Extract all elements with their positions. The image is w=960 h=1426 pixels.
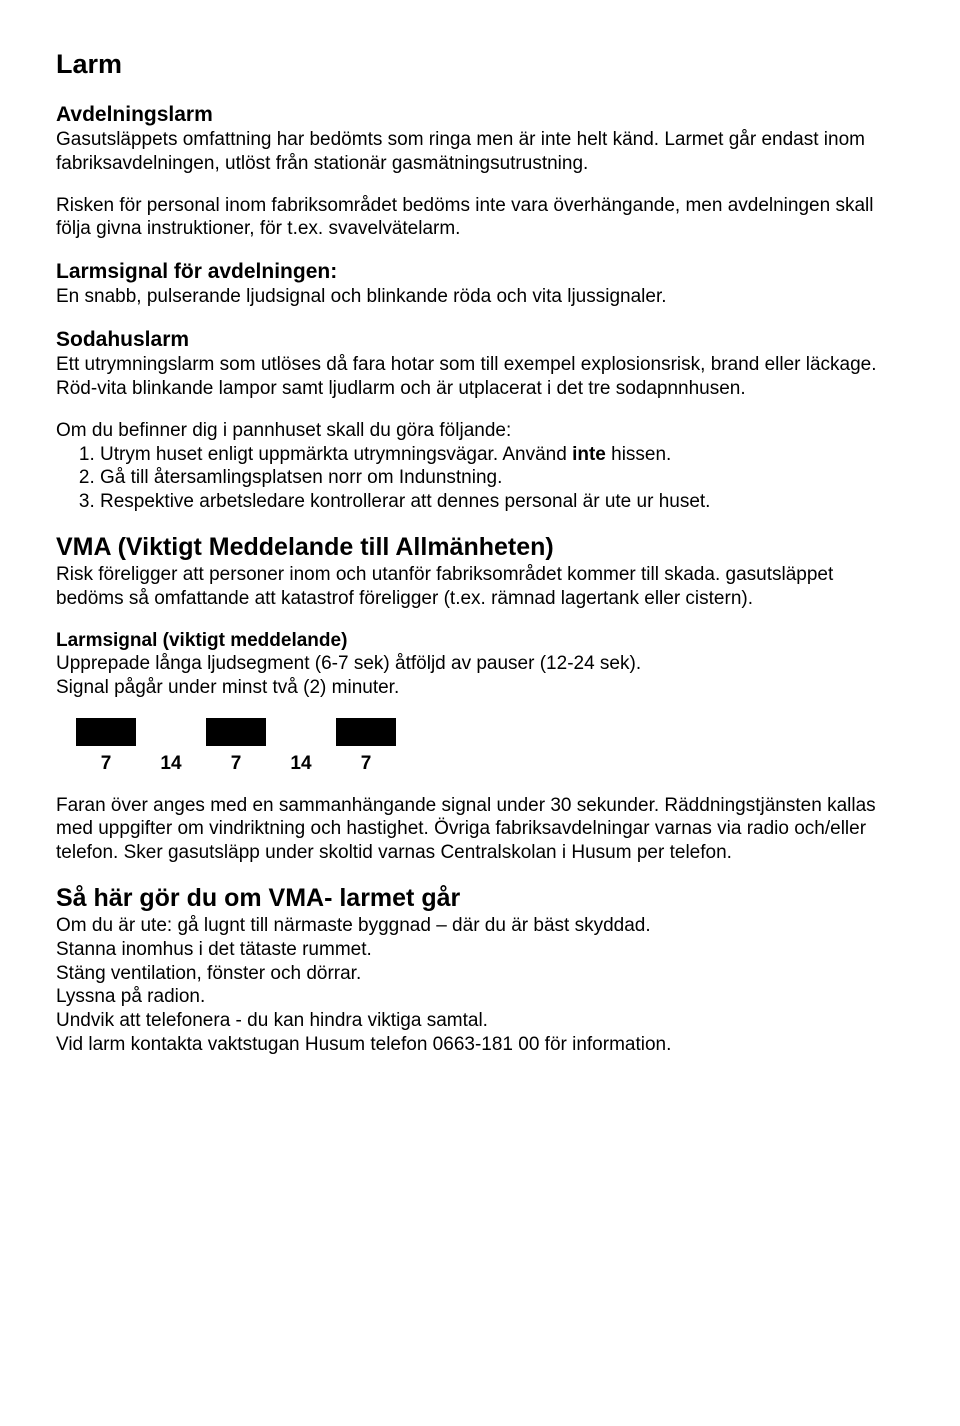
text-soda-p2: Röd-vita blinkande lampor samt ljudlarm … <box>56 377 904 401</box>
section-sodahuslarm: Sodahuslarm Ett utrymningslarm som utlös… <box>56 327 904 401</box>
section-vma: VMA (Viktigt Meddelande till Allmänheten… <box>56 532 904 611</box>
heading-larmsignal-vma: Larmsignal (viktigt meddelande) <box>56 629 904 653</box>
section-larmsignal-vma: Larmsignal (viktigt meddelande) Upprepad… <box>56 629 904 700</box>
signal-diagram: 7 14 7 14 7 <box>76 718 904 776</box>
li1-b-bold: inte <box>572 444 606 465</box>
signal-labels-row: 7 14 7 14 7 <box>76 752 904 776</box>
heading-larmsignal-avd: Larmsignal för avdelningen: <box>56 259 904 285</box>
text-soda-p3: Om du befinner dig i pannhuset skall du … <box>56 419 904 443</box>
section-avdelningslarm: Avdelningslarm Gasutsläppets omfattning … <box>56 102 904 176</box>
text-larmsignal-avd: En snabb, pulserande ljudsignal och blin… <box>56 285 904 309</box>
todo-line: Om du är ute: gå lugnt till närmaste byg… <box>56 914 904 938</box>
todo-line: Vid larm kontakta vaktstugan Husum telef… <box>56 1033 904 1057</box>
text-sig-p2: Signal pågår under minst två (2) minuter… <box>56 676 904 700</box>
text-avd-p1: Gasutsläppets omfattning har bedömts som… <box>56 128 904 176</box>
heading-sodahuslarm: Sodahuslarm <box>56 327 904 353</box>
heading-avdelningslarm: Avdelningslarm <box>56 102 904 128</box>
text-vma-after: Faran över anges med en sammanhängande s… <box>56 794 904 865</box>
heading-vma: VMA (Viktigt Meddelande till Allmänheten… <box>56 532 904 563</box>
signal-bars-row <box>76 718 904 746</box>
signal-bar-icon <box>336 718 396 746</box>
text-vma-p1: Risk föreligger att personer inom och ut… <box>56 563 904 611</box>
text-avd-p2: Risken för personal inom fabriksområdet … <box>56 194 904 242</box>
li1-c: hissen. <box>606 444 671 465</box>
text-soda-p1: Ett utrymningslarm som utlöses då fara h… <box>56 353 904 377</box>
li1-a: Utrym huset enligt uppmärkta utrymningsv… <box>100 444 572 465</box>
list-item: Gå till återsamlingsplatsen norr om Indu… <box>100 466 904 490</box>
signal-label: 14 <box>136 752 206 776</box>
section-todo: Så här gör du om VMA- larmet går Om du ä… <box>56 883 904 1057</box>
todo-line: Stäng ventilation, fönster och dörrar. <box>56 962 904 986</box>
signal-gap <box>266 718 336 746</box>
ordered-list-soda: Utrym huset enligt uppmärkta utrymningsv… <box>56 443 904 514</box>
section-larmsignal-avd: Larmsignal för avdelningen: En snabb, pu… <box>56 259 904 309</box>
signal-label: 7 <box>206 752 266 776</box>
page-title: Larm <box>56 48 904 82</box>
todo-line: Lyssna på radion. <box>56 985 904 1009</box>
list-item: Respektive arbetsledare kontrollerar att… <box>100 490 904 514</box>
heading-todo: Så här gör du om VMA- larmet går <box>56 883 904 914</box>
todo-line: Stanna inomhus i det tätaste rummet. <box>56 938 904 962</box>
signal-label: 14 <box>266 752 336 776</box>
signal-gap <box>136 718 206 746</box>
signal-bar-icon <box>76 718 136 746</box>
list-item: Utrym huset enligt uppmärkta utrymningsv… <box>100 443 904 467</box>
text-sig-p1: Upprepade långa ljudsegment (6-7 sek) åt… <box>56 652 904 676</box>
signal-label: 7 <box>76 752 136 776</box>
todo-line: Undvik att telefonera - du kan hindra vi… <box>56 1009 904 1033</box>
signal-bar-icon <box>206 718 266 746</box>
signal-label: 7 <box>336 752 396 776</box>
